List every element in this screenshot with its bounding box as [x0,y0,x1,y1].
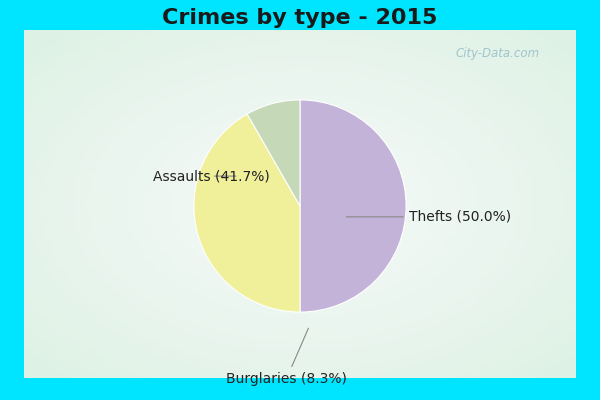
Text: Thefts (50.0%): Thefts (50.0%) [346,210,511,224]
Wedge shape [300,100,406,312]
Wedge shape [247,100,300,206]
Text: City-Data.com: City-Data.com [456,48,540,60]
Wedge shape [194,114,300,312]
Text: Burglaries (8.3%): Burglaries (8.3%) [226,328,347,386]
Text: Assaults (41.7%): Assaults (41.7%) [153,169,270,183]
Text: Crimes by type - 2015: Crimes by type - 2015 [163,8,437,28]
